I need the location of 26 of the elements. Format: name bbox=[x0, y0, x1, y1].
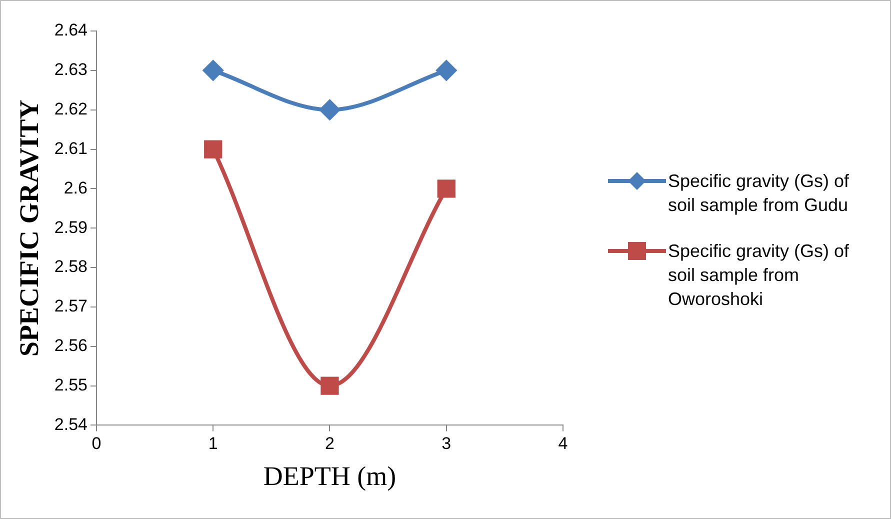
point bbox=[203, 60, 224, 80]
point bbox=[436, 60, 456, 80]
y-tick-label: 2.6 bbox=[64, 178, 88, 198]
x-axis-title: DEPTH (m) bbox=[263, 460, 396, 491]
point bbox=[204, 140, 222, 158]
point bbox=[320, 100, 340, 120]
legend-label: Specific gravity (Gs) of soil sample from Gudu bbox=[668, 170, 850, 217]
y-tick-label: 2.55 bbox=[54, 375, 88, 394]
y-axis-title: SPECIFIC GRAVITY bbox=[14, 100, 44, 357]
y-tick-label: 2.59 bbox=[54, 218, 88, 237]
point bbox=[320, 376, 339, 395]
x-tick-label: 3 bbox=[442, 434, 452, 454]
x-tick-label: 2 bbox=[325, 434, 334, 454]
y-tick-label: 2.56 bbox=[54, 336, 88, 356]
point bbox=[437, 180, 456, 198]
y-tick-label: 2.62 bbox=[54, 100, 88, 119]
x-tick-label: 0 bbox=[92, 434, 102, 454]
y-tick-label: 2.64 bbox=[54, 20, 88, 40]
x-tick-label: 4 bbox=[558, 434, 568, 454]
y-tick-label: 2.63 bbox=[54, 60, 88, 80]
legend-label: Specific gravity (Gs) of soil sample from Oworoshoki bbox=[668, 240, 850, 311]
y-tick-label: 2.61 bbox=[54, 138, 88, 158]
y-tick-label: 2.54 bbox=[54, 414, 88, 434]
x-tick-label: 1 bbox=[208, 434, 218, 454]
y-tick-label: 2.58 bbox=[54, 257, 88, 276]
y-tick-label: 2.57 bbox=[54, 296, 88, 316]
